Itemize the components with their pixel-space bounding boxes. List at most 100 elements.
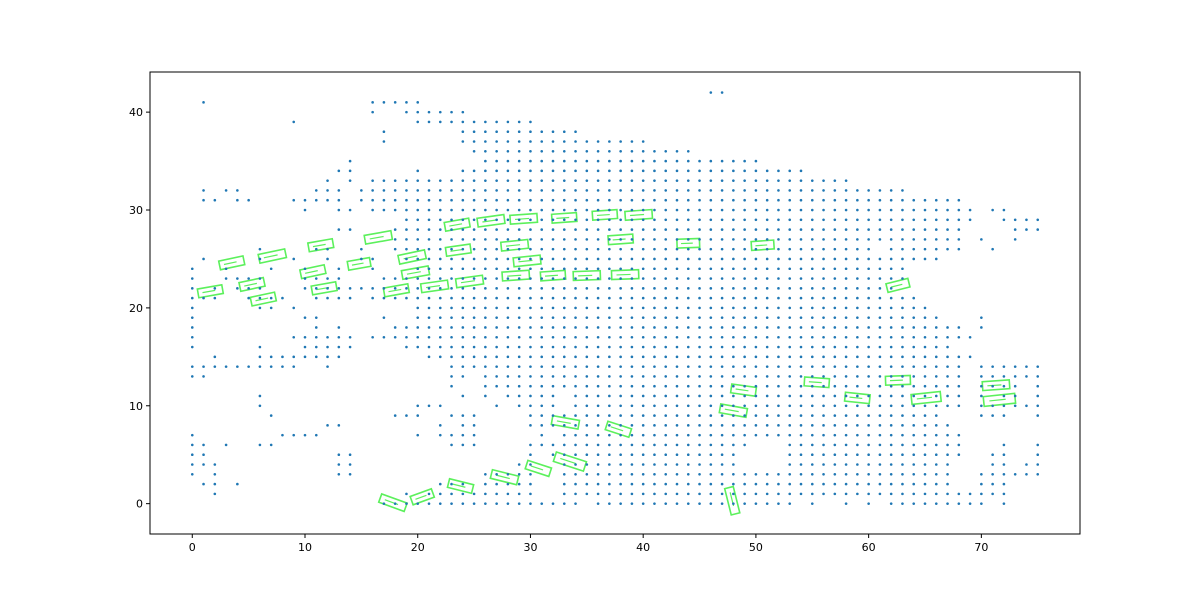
scatter-point — [608, 257, 611, 261]
scatter-point — [856, 228, 859, 231]
scatter-point — [923, 453, 927, 457]
scatter-point — [461, 277, 465, 280]
scatter-point — [698, 287, 701, 290]
scatter-point — [438, 482, 442, 486]
scatter-point — [844, 384, 848, 388]
scatter-point — [596, 247, 600, 251]
box-outline — [607, 233, 635, 246]
box-outline — [310, 280, 339, 296]
scatter-point — [799, 443, 803, 447]
scatter-point — [957, 453, 961, 457]
scatter-point — [856, 316, 859, 319]
scatter-point — [574, 502, 577, 505]
scatter-point — [664, 414, 668, 417]
scatter-point — [912, 355, 916, 359]
box-heading-line — [989, 398, 1006, 402]
scatter-point — [844, 228, 848, 231]
scatter-point — [562, 424, 566, 427]
scatter-point — [619, 267, 622, 271]
scatter-point — [856, 472, 859, 476]
scatter-point — [517, 492, 521, 496]
oriented-box — [489, 468, 520, 486]
scatter-point — [698, 208, 701, 212]
scatter-point — [517, 482, 521, 486]
scatter-point — [630, 492, 634, 496]
scatter-point — [709, 159, 713, 163]
scatter-point — [495, 306, 498, 310]
scatter-point — [258, 277, 262, 280]
scatter-point — [878, 375, 882, 378]
scatter-point — [517, 198, 521, 202]
scatter-point — [630, 424, 634, 427]
scatter-point — [517, 140, 521, 143]
scatter-point — [596, 355, 600, 359]
scatter-point — [337, 228, 341, 231]
scatter-point — [461, 375, 465, 378]
scatter-point — [957, 247, 961, 251]
scatter-point — [889, 384, 893, 388]
scatter-point — [608, 453, 611, 457]
scatter-point — [517, 375, 521, 378]
oriented-box — [624, 208, 654, 222]
scatter-point — [743, 247, 746, 251]
box-heading-line — [596, 213, 610, 217]
scatter-point — [630, 140, 634, 143]
scatter-point — [641, 159, 645, 163]
box-heading-line — [610, 426, 624, 432]
scatter-point — [810, 316, 814, 319]
scatter-point — [314, 433, 318, 437]
scatter-point — [540, 277, 544, 280]
scatter-point — [788, 218, 792, 222]
scatter-point — [698, 159, 701, 163]
scatter-point — [743, 287, 746, 290]
scatter-point — [912, 472, 916, 476]
scatter-point — [269, 296, 273, 300]
scatter-point — [901, 443, 904, 447]
scatter-point — [664, 169, 668, 173]
scatter-point — [405, 218, 408, 222]
scatter-point — [653, 404, 656, 408]
scatter-point — [574, 433, 577, 437]
scatter-point — [562, 326, 566, 329]
scatter-point — [348, 472, 352, 476]
scatter-point — [630, 355, 634, 359]
scatter-point — [833, 208, 837, 212]
scatter-point — [754, 472, 758, 476]
scatter-point — [562, 228, 566, 231]
scatter-point — [833, 375, 837, 378]
scatter-point — [585, 287, 589, 290]
scatter-point — [619, 296, 622, 300]
scatter-point — [540, 335, 544, 339]
scatter-point — [754, 277, 758, 280]
scatter-point — [788, 208, 792, 212]
scatter-point — [551, 355, 555, 359]
scatter-point — [303, 208, 307, 212]
scatter-point — [822, 492, 825, 496]
scatter-point — [416, 228, 420, 231]
oriented-box — [454, 274, 485, 289]
scatter-point — [1036, 218, 1040, 222]
scatter-point — [529, 238, 532, 241]
scatter-point — [754, 247, 758, 251]
scatter-point — [698, 394, 701, 398]
box-heading-line — [755, 244, 768, 247]
scatter-point — [833, 247, 837, 251]
scatter-point — [844, 365, 848, 368]
scatter-point — [382, 101, 386, 104]
scatter-point — [844, 404, 848, 408]
scatter-point — [641, 287, 645, 290]
scatter-point — [450, 433, 453, 437]
scatter-point — [720, 424, 724, 427]
scatter-point — [484, 179, 487, 182]
scatter-point — [641, 492, 645, 496]
scatter-point — [1002, 394, 1006, 398]
scatter-point — [934, 424, 938, 427]
scatter-point — [574, 149, 577, 153]
scatter-point — [653, 365, 656, 368]
scatter-point — [619, 355, 622, 359]
scatter-point — [202, 296, 205, 300]
scatter-point — [675, 287, 679, 290]
scatter-point — [540, 267, 544, 271]
scatter-point — [709, 384, 713, 388]
scatter-point — [743, 345, 746, 349]
